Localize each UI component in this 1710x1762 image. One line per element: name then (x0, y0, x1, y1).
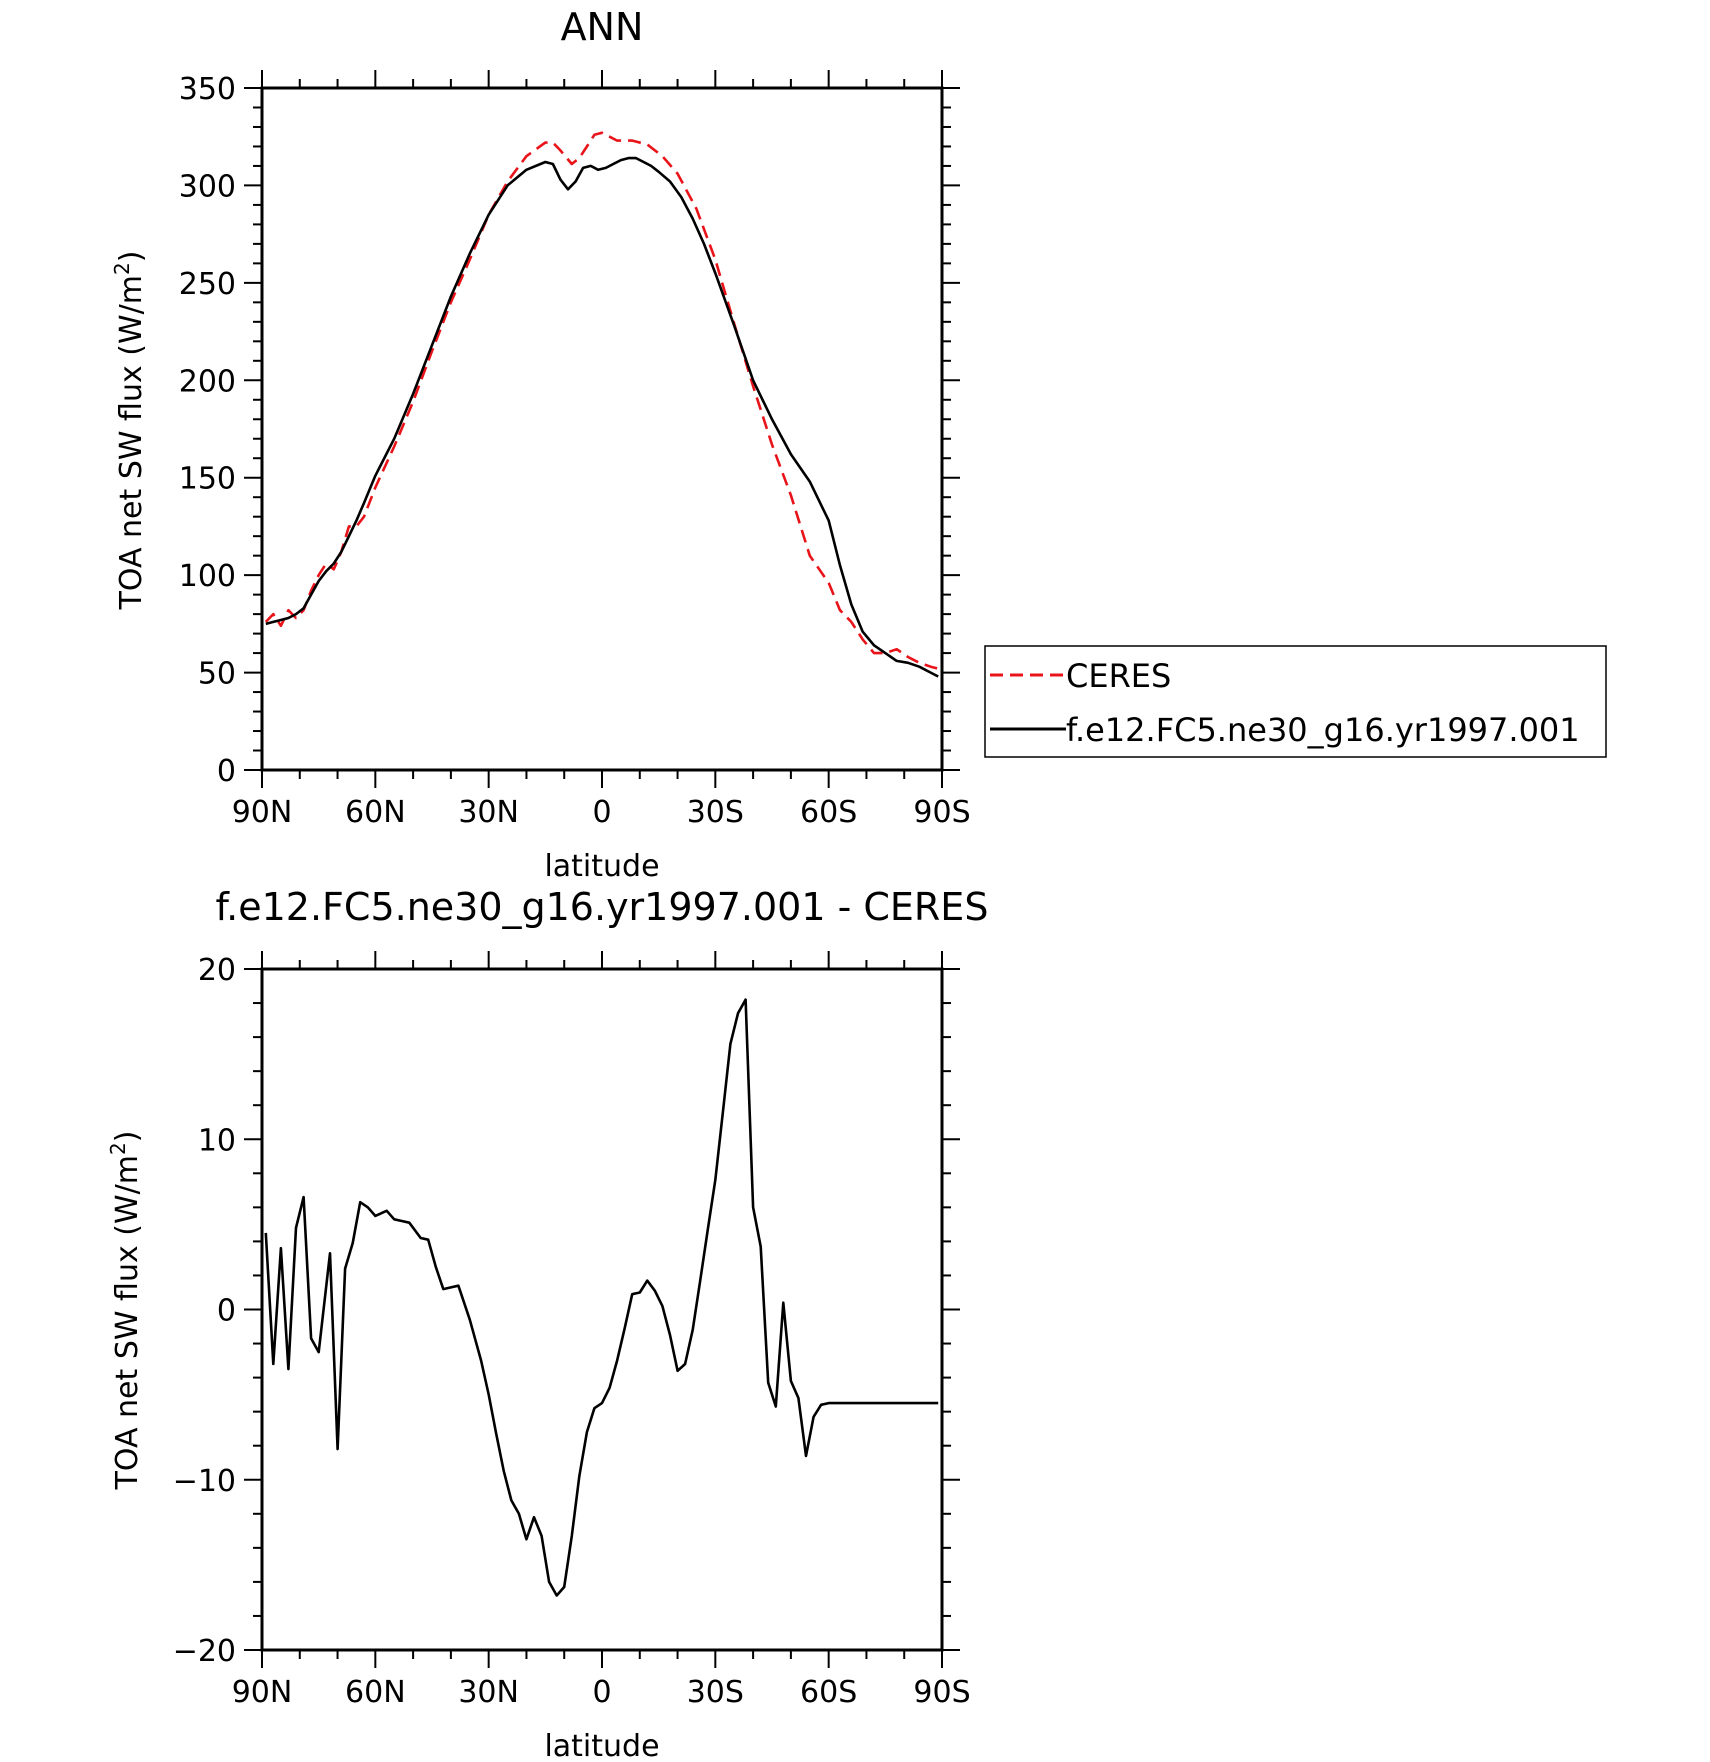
y-tick-label: 20 (198, 953, 236, 988)
top-y-axis: 0 50 100 150 200 250 300 350 (179, 72, 960, 789)
x-tick-label: 30S (687, 795, 744, 830)
top-chart-title: ANN (561, 5, 644, 49)
y-tick-label: −20 (173, 1634, 236, 1669)
top-x-axis-label: latitude (544, 849, 659, 884)
bottom-series-lines (264, 998, 939, 1597)
x-tick-label: 30S (687, 1675, 744, 1710)
top-plot-frame (260, 86, 944, 772)
bottom-x-axis-label: latitude (544, 1729, 659, 1762)
y-tick-label: 0 (217, 754, 236, 789)
y-tick-label: 100 (179, 559, 236, 594)
legend-label-ceres: CERES (1066, 657, 1171, 695)
x-tick-label: 60N (345, 1675, 406, 1710)
x-tick-label: 60S (800, 795, 857, 830)
legend-label-model: f.e12.FC5.ne30_g16.yr1997.001 (1066, 711, 1580, 749)
bottom-y-axis: −20 −10 0 10 20 (173, 953, 960, 1669)
y-tick-label: 50 (198, 657, 236, 692)
y-tick-label: 0 (217, 1294, 236, 1329)
series-line-0 (264, 131, 939, 670)
x-tick-label: 90S (913, 1675, 970, 1710)
bottom-y-label-sup: 2 (106, 1142, 130, 1155)
series-line-0 (264, 998, 939, 1597)
top-y-label-sup: 2 (110, 262, 134, 275)
x-tick-label: 0 (592, 795, 611, 830)
bottom-x-axis: 90N 60N 30N 0 30S 60S 90S (232, 951, 971, 1710)
bottom-y-axis-label: TOA net SW flux (W/m2) (106, 1131, 145, 1491)
top-chart: ANN 0 50 100 150 200 250 300 350 90N 60N 30N 0 30S 6… (110, 5, 1607, 884)
top-y-label-main: TOA net SW flux (W/m (114, 275, 149, 610)
legend-box (984, 645, 1607, 758)
legend: CERES f.e12.FC5.ne30_g16.yr1997.001 (984, 645, 1607, 758)
x-tick-label: 90S (913, 795, 970, 830)
bottom-chart: f.e12.FC5.ne30_g16.yr1997.001 - CERES −2… (106, 885, 988, 1762)
y-tick-label: 150 (179, 462, 236, 497)
bottom-plot-frame (260, 967, 944, 1652)
y-tick-label: 350 (179, 72, 236, 107)
y-tick-label: 250 (179, 267, 236, 302)
y-tick-label: 10 (198, 1123, 236, 1158)
x-tick-label: 90N (232, 795, 293, 830)
y-tick-label: 300 (179, 169, 236, 204)
x-tick-label: 90N (232, 1675, 293, 1710)
series-line-1 (265, 156, 939, 678)
x-tick-label: 30N (458, 795, 519, 830)
y-tick-label: −10 (173, 1464, 236, 1499)
bottom-y-label-main: TOA net SW flux (W/m (110, 1155, 145, 1490)
top-series-lines (264, 131, 939, 678)
x-tick-label: 60S (800, 1675, 857, 1710)
x-tick-label: 30N (458, 1675, 519, 1710)
bottom-y-label-end: ) (110, 1131, 145, 1143)
x-tick-label: 60N (345, 795, 406, 830)
bottom-chart-title: f.e12.FC5.ne30_g16.yr1997.001 - CERES (216, 885, 989, 929)
y-tick-label: 200 (179, 364, 236, 399)
top-y-label-end: ) (114, 251, 149, 263)
x-tick-label: 0 (592, 1675, 611, 1710)
top-y-axis-label: TOA net SW flux (W/m2) (110, 251, 149, 611)
top-x-axis: 90N 60N 30N 0 30S 60S 90S (232, 70, 971, 830)
